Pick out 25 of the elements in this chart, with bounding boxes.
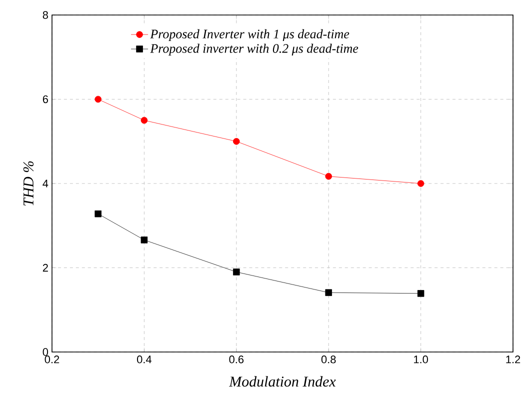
point: [233, 138, 240, 145]
point: [94, 210, 102, 218]
point: [325, 289, 332, 296]
x-tick-label: 0.4: [137, 356, 152, 364]
x-tick-label: 1.0: [414, 356, 428, 364]
x-axis-title: Modulation Index: [229, 376, 336, 387]
x-tick-label: 0.6: [229, 356, 244, 364]
y-tick-label: 0: [42, 348, 48, 356]
point: [140, 116, 148, 124]
point: [325, 172, 332, 180]
y-axis-title: THD %: [23, 161, 34, 206]
y-tick-label: 6: [42, 95, 48, 104]
legend-label: Proposed Inverter with 1 μs dead-time: [150, 29, 350, 42]
point: [233, 268, 240, 276]
legend-label: Proposed inverter with 0.2 μs dead-time: [150, 44, 358, 56]
y-tick-label: 8: [42, 11, 48, 19]
point: [417, 180, 424, 187]
x-tick-label: 0.2: [44, 356, 60, 364]
y-tick-label: 4: [42, 180, 48, 188]
point: [140, 236, 148, 244]
x-tick-label: 0.8: [321, 356, 336, 364]
y-tick-label: 2: [42, 264, 48, 272]
x-tick-label: 1.2: [506, 356, 520, 364]
point: [417, 290, 424, 297]
point: [94, 96, 102, 103]
